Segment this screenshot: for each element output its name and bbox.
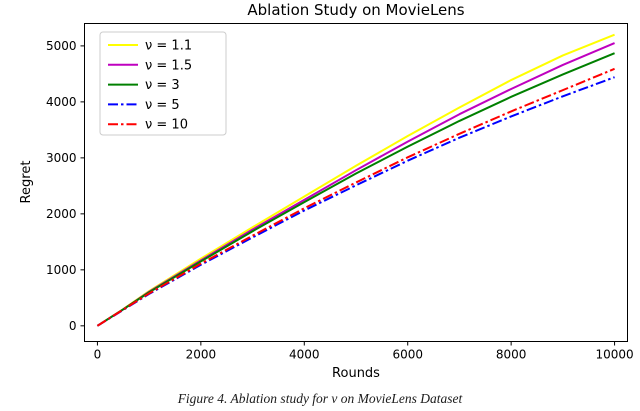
legend-label-3: ν = 5: [145, 98, 180, 113]
y-axis-label: Regret: [19, 161, 34, 204]
line-chart: Ablation Study on MovieLens Rounds Regre…: [19, 1, 634, 381]
legend-label-2: ν = 3: [145, 78, 180, 93]
chart-title: Ablation Study on MovieLens: [247, 1, 464, 19]
x-tick-label: 8000: [496, 348, 527, 362]
y-tick-label: 3000: [46, 151, 77, 165]
y-tick-label: 0: [69, 319, 77, 333]
legend-label-0: ν = 1.1: [145, 39, 192, 54]
legend-label-4: ν = 10: [145, 118, 188, 133]
y-tick-label: 1000: [46, 263, 77, 277]
x-axis-label: Rounds: [332, 366, 380, 381]
y-tick-label: 4000: [46, 95, 77, 109]
legend-label-1: ν = 1.5: [145, 58, 192, 73]
legend-box: [99, 31, 227, 136]
x-tick-label: 6000: [392, 348, 423, 362]
y-tick-label: 2000: [46, 207, 77, 221]
y-tick-label: 5000: [46, 39, 77, 53]
x-tick-label: 2000: [186, 348, 217, 362]
x-tick-label: 4000: [289, 348, 320, 362]
x-tick-label: 10000: [595, 348, 633, 362]
figure-caption: Figure 4. Ablation study for ν on MovieL…: [177, 391, 463, 406]
x-tick-label: 0: [94, 348, 102, 362]
series-line-4: [96, 67, 615, 327]
